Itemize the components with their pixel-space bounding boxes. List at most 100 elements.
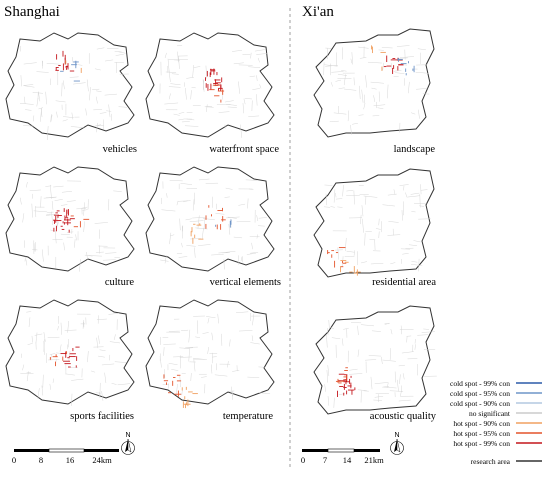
road-segment: [361, 261, 367, 264]
road-segment: [57, 221, 59, 227]
road-segment: [226, 103, 237, 106]
road-segment: [25, 109, 32, 111]
road-segment: [378, 218, 380, 226]
road-segment: [45, 91, 47, 105]
road-segment: [343, 327, 349, 330]
road-segment: [198, 244, 211, 246]
scale-tick: 0: [12, 455, 16, 465]
road-segment: [241, 256, 244, 263]
road-segment: [75, 234, 77, 241]
road-segment: [67, 320, 69, 333]
road-segment: [170, 83, 181, 86]
road-segment: [98, 391, 101, 398]
road-segment: [353, 77, 355, 86]
road-segment: [390, 262, 396, 265]
road-segment: [178, 112, 185, 114]
road-segment: [245, 179, 258, 181]
road-segment: [117, 383, 131, 386]
road-segment: [106, 110, 112, 112]
road-segment: [96, 90, 102, 93]
road-segment: [31, 335, 33, 343]
road-segment: [69, 76, 79, 78]
road-segment: [99, 349, 106, 352]
road-segment: [184, 347, 194, 349]
road-segment: [111, 383, 117, 385]
road-segment: [393, 189, 396, 195]
road-segment: [335, 192, 337, 198]
road-segment: [236, 311, 249, 313]
road-segment: [361, 89, 364, 103]
road-segment: [364, 232, 366, 246]
road-segment: [179, 356, 192, 358]
road-segment: [256, 53, 268, 55]
road-segment: [71, 112, 74, 120]
legend-label: hot spot - 99% con: [453, 439, 510, 448]
road-segment: [247, 198, 249, 209]
road-segment: [383, 386, 397, 389]
road-segment: [43, 332, 46, 342]
road-segment: [353, 190, 355, 205]
road-network: [19, 45, 129, 140]
road-segment: [397, 57, 408, 59]
road-segment: [335, 198, 343, 200]
road-segment: [353, 250, 355, 256]
road-segment: [41, 249, 44, 262]
road-segment: [243, 98, 246, 105]
road-segment: [113, 334, 116, 340]
road-segment: [168, 93, 171, 100]
road-segment: [324, 184, 333, 186]
road-segment: [181, 390, 183, 396]
hotspot-layer: [205, 68, 225, 103]
road-segment: [96, 122, 98, 133]
road-segment: [108, 104, 111, 118]
road-segment: [177, 200, 191, 202]
road-segment: [95, 392, 101, 394]
road-segment: [259, 84, 262, 89]
road-segment: [183, 200, 188, 203]
road-network: [323, 45, 430, 135]
road-segment: [378, 49, 384, 51]
map-panel-shanghai-waterfront: [145, 32, 275, 138]
road-segment: [32, 249, 38, 251]
road-segment: [62, 119, 68, 122]
road-segment: [387, 84, 389, 99]
road-segment: [349, 373, 363, 375]
road-segment: [27, 343, 33, 345]
road-segment: [76, 208, 87, 210]
road-segment: [393, 69, 402, 72]
road-segment: [83, 202, 85, 216]
road-segment: [192, 217, 205, 219]
road-segment: [333, 189, 336, 203]
road-segment: [380, 356, 383, 365]
road-segment: [40, 196, 42, 208]
road-segment: [389, 390, 404, 392]
road-segment: [89, 87, 91, 101]
road-segment: [346, 189, 354, 192]
road-segment: [240, 124, 243, 138]
road-segment: [325, 193, 328, 206]
road-segment: [343, 74, 346, 86]
road-segment: [202, 332, 209, 334]
road-segment: [195, 227, 208, 230]
road-segment: [194, 247, 196, 258]
road-segment: [227, 106, 237, 108]
road-segment: [373, 104, 386, 107]
road-segment: [398, 399, 411, 402]
road-segment: [248, 66, 261, 68]
road-segment: [370, 376, 373, 390]
road-segment: [34, 333, 43, 336]
road-segment: [49, 353, 56, 355]
road-segment: [347, 110, 350, 122]
road-segment: [350, 124, 352, 135]
road-segment: [232, 50, 242, 52]
road-segment: [229, 339, 231, 347]
road-network: [160, 178, 267, 270]
road-segment: [60, 322, 62, 335]
road-segment: [46, 63, 60, 65]
map-label-landscape: landscape: [394, 144, 436, 155]
road-segment: [396, 379, 399, 392]
road-segment: [331, 71, 344, 73]
scale-tick: 14: [343, 455, 352, 465]
road-segment: [225, 251, 236, 253]
road-segment: [326, 334, 328, 348]
